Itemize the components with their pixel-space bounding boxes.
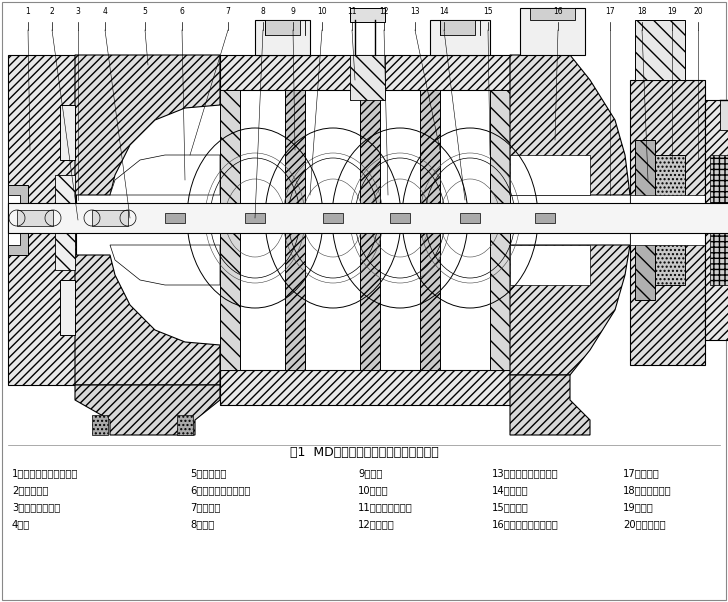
Text: 19、填料: 19、填料 (623, 502, 654, 512)
Polygon shape (630, 195, 705, 245)
Polygon shape (420, 90, 440, 370)
Text: 11、平衡水管部件: 11、平衡水管部件 (358, 502, 413, 512)
Bar (265, 20, 300, 35)
Text: 10、导叶: 10、导叶 (358, 485, 389, 495)
Polygon shape (220, 55, 510, 90)
Text: 17: 17 (605, 7, 615, 16)
Text: 7、密封环: 7、密封环 (190, 502, 221, 512)
Text: 20、填料压盖: 20、填料压盖 (623, 519, 665, 529)
Text: 8: 8 (261, 7, 266, 16)
Polygon shape (285, 90, 305, 370)
Polygon shape (255, 20, 310, 55)
Text: 14、平衡套: 14、平衡套 (492, 485, 529, 495)
Polygon shape (323, 213, 343, 223)
Polygon shape (655, 155, 685, 285)
Polygon shape (92, 210, 128, 226)
Polygon shape (430, 20, 490, 55)
Text: 11: 11 (347, 7, 357, 16)
Text: 5: 5 (143, 7, 148, 16)
Text: 6: 6 (180, 7, 184, 16)
Polygon shape (8, 185, 28, 255)
Polygon shape (350, 55, 385, 100)
Text: 5、拉紧螺栓: 5、拉紧螺栓 (190, 468, 226, 478)
Bar (55, 175, 75, 270)
Text: 15: 15 (483, 7, 493, 16)
Polygon shape (220, 370, 510, 405)
Polygon shape (220, 90, 240, 370)
Text: 图1  MD型煮矿用耐磨多级离心泵结构图: 图1 MD型煮矿用耐磨多级离心泵结构图 (290, 445, 438, 459)
Polygon shape (360, 90, 380, 370)
Text: 7: 7 (226, 7, 231, 16)
Polygon shape (17, 210, 53, 226)
Polygon shape (510, 55, 630, 195)
Polygon shape (720, 100, 728, 130)
Polygon shape (710, 155, 728, 215)
Text: 4: 4 (103, 7, 108, 16)
Polygon shape (165, 213, 185, 223)
Polygon shape (75, 55, 220, 195)
Polygon shape (630, 80, 705, 365)
Polygon shape (60, 280, 75, 335)
Text: 12: 12 (379, 7, 389, 16)
Text: 18、水封管部件: 18、水封管部件 (623, 485, 672, 495)
Text: 13、吐出段（出水段）: 13、吐出段（出水段） (492, 468, 558, 478)
Text: 2、滚动轴承: 2、滚动轴承 (12, 485, 48, 495)
Polygon shape (490, 90, 510, 370)
Polygon shape (75, 385, 220, 435)
Text: 19: 19 (667, 7, 677, 16)
Text: 1: 1 (25, 7, 31, 16)
Text: 2: 2 (50, 7, 55, 16)
Text: 6、吸入段（进水段）: 6、吸入段（进水段） (190, 485, 250, 495)
Text: 4、轴: 4、轴 (12, 519, 31, 529)
Text: 10: 10 (317, 7, 327, 16)
Polygon shape (460, 213, 480, 223)
Polygon shape (8, 55, 76, 385)
Polygon shape (635, 20, 685, 80)
Text: 20: 20 (693, 7, 703, 16)
Polygon shape (510, 245, 590, 285)
Text: 1、柱销弹性联轴器部件: 1、柱销弹性联轴器部件 (12, 468, 79, 478)
Text: 12、导叶套: 12、导叶套 (358, 519, 395, 529)
Polygon shape (510, 155, 590, 195)
Polygon shape (110, 155, 220, 195)
Polygon shape (520, 8, 585, 55)
Polygon shape (245, 213, 265, 223)
Polygon shape (530, 8, 575, 20)
Polygon shape (350, 8, 385, 22)
Bar (8, 203, 728, 233)
Polygon shape (92, 415, 108, 435)
Polygon shape (8, 195, 20, 245)
Polygon shape (390, 213, 410, 223)
Polygon shape (75, 255, 220, 385)
Polygon shape (705, 100, 728, 340)
Polygon shape (710, 225, 728, 285)
Polygon shape (510, 375, 590, 435)
Text: 9: 9 (290, 7, 296, 16)
Text: 13: 13 (410, 7, 420, 16)
Polygon shape (110, 245, 220, 285)
Text: 16: 16 (553, 7, 563, 16)
Polygon shape (635, 140, 655, 300)
Text: 3、滚动轴承部件: 3、滚动轴承部件 (12, 502, 60, 512)
Text: 18: 18 (637, 7, 646, 16)
Text: 17、平衡盘: 17、平衡盘 (623, 468, 660, 478)
Polygon shape (535, 213, 555, 223)
Text: 16、填料固体（尾盖）: 16、填料固体（尾盖） (492, 519, 559, 529)
Polygon shape (510, 245, 630, 375)
Text: 8、叶轮: 8、叶轮 (190, 519, 214, 529)
Polygon shape (58, 195, 75, 245)
Text: 3: 3 (76, 7, 80, 16)
Text: 14: 14 (439, 7, 449, 16)
Polygon shape (60, 105, 75, 160)
Polygon shape (177, 415, 193, 435)
Text: 9、中段: 9、中段 (358, 468, 382, 478)
Bar (440, 20, 475, 35)
Text: 15、平衡环: 15、平衡环 (492, 502, 529, 512)
